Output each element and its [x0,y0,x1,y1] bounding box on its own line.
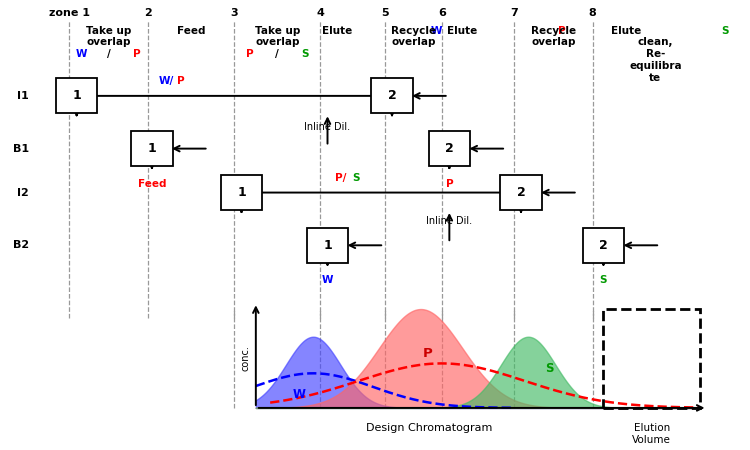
FancyBboxPatch shape [56,78,98,113]
FancyBboxPatch shape [583,228,624,263]
Text: zone 1: zone 1 [49,8,90,18]
Text: S: S [722,26,729,36]
Text: clean,: clean, [638,37,674,47]
Text: W: W [75,50,87,59]
Text: Inline Dil.: Inline Dil. [426,216,472,226]
Text: P: P [133,50,141,59]
FancyBboxPatch shape [220,175,262,210]
Text: Feed: Feed [138,180,166,189]
Text: /: / [275,50,279,59]
Text: te: te [650,73,662,83]
FancyBboxPatch shape [428,131,470,166]
Text: Recycle: Recycle [391,26,436,36]
Text: 4: 4 [316,8,324,18]
Text: Take up: Take up [86,26,131,36]
Text: 1: 1 [72,90,81,103]
Text: B1: B1 [13,144,28,153]
Text: 1: 1 [148,142,156,155]
Text: Elution
Volume: Elution Volume [632,423,671,445]
Text: 2: 2 [388,90,397,103]
Text: W: W [322,275,333,285]
Text: W: W [430,26,442,36]
Text: overlap: overlap [255,37,299,47]
FancyBboxPatch shape [500,175,542,210]
Text: Design Chromatogram: Design Chromatogram [367,423,493,433]
Text: Elute: Elute [447,26,481,36]
Text: P: P [177,76,184,86]
Text: 1: 1 [237,186,246,199]
Text: 6: 6 [438,8,446,18]
Text: Recycle: Recycle [531,26,576,36]
Text: P: P [423,347,433,360]
Text: 2: 2 [599,239,608,252]
Text: S: S [545,362,554,375]
FancyBboxPatch shape [307,228,348,263]
Text: W/: W/ [159,76,174,86]
Text: 1: 1 [323,239,332,252]
Text: 2: 2 [517,186,526,199]
Text: 3: 3 [230,8,238,18]
Text: I1: I1 [17,91,28,101]
Text: 7: 7 [510,8,518,18]
Text: I2: I2 [17,188,28,198]
FancyBboxPatch shape [131,131,172,166]
Text: S: S [600,275,608,285]
Text: equilibra: equilibra [629,61,682,71]
Text: Elute: Elute [322,26,356,36]
Text: Elute: Elute [610,26,644,36]
Text: W: W [292,388,305,401]
Text: 2: 2 [145,8,152,18]
Text: 5: 5 [381,8,388,18]
Text: P/: P/ [334,173,346,183]
Text: P: P [446,180,453,189]
Text: overlap: overlap [87,37,131,47]
Bar [604,309,700,408]
Text: S: S [302,50,309,59]
Text: overlap: overlap [531,37,575,47]
Text: Take up: Take up [255,26,300,36]
Text: Feed: Feed [177,26,206,36]
Text: conc.: conc. [240,346,250,371]
Text: P: P [558,26,566,36]
Text: P: P [245,50,254,59]
Text: 2: 2 [445,142,454,155]
FancyBboxPatch shape [371,78,413,113]
Text: Inline Dil.: Inline Dil. [304,122,350,132]
Text: /: / [107,50,111,59]
Text: B2: B2 [13,240,28,250]
Text: Re-: Re- [646,50,665,59]
Text: overlap: overlap [392,37,436,47]
Text: 8: 8 [589,8,596,18]
Text: S: S [352,173,359,183]
